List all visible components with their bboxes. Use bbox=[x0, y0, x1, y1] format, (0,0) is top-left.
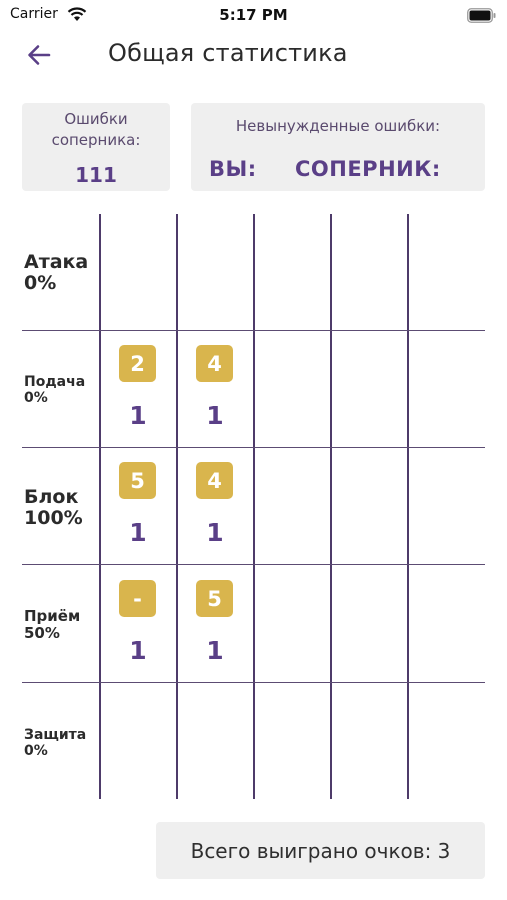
grid-column-divider bbox=[176, 214, 178, 799]
grid-column-divider bbox=[330, 214, 332, 799]
row-name: Подача bbox=[24, 374, 86, 390]
unforced-errors-opponent-label: СОПЕРНИК: bbox=[295, 157, 441, 181]
opponent-errors-value: 111 bbox=[75, 163, 117, 187]
score-badge[interactable]: - bbox=[119, 580, 156, 617]
row-percent: 0% bbox=[24, 272, 57, 294]
carrier-label: Carrier bbox=[10, 6, 58, 22]
row-name: Защита bbox=[24, 727, 87, 743]
unforced-errors-label: Невынужденные ошибки: bbox=[235, 117, 441, 135]
row-label-block: Блок 100% bbox=[24, 487, 83, 529]
page-title: Общая статистика bbox=[108, 39, 348, 67]
score-count: 1 bbox=[129, 401, 147, 430]
row-label-reception: Приём 50% bbox=[24, 608, 80, 642]
opponent-errors-label: Ошибки соперника: bbox=[51, 110, 141, 149]
score-badge[interactable]: 4 bbox=[196, 345, 233, 382]
status-bar: Carrier 5:17 PM bbox=[0, 0, 507, 30]
back-button[interactable] bbox=[22, 40, 56, 70]
row-percent: 0% bbox=[24, 390, 48, 406]
row-label-defense: Защита 0% bbox=[24, 727, 86, 759]
row-percent: 0% bbox=[24, 743, 48, 759]
score-badge[interactable]: 5 bbox=[196, 580, 233, 617]
grid-row-divider bbox=[22, 564, 485, 565]
clock-time: 5:17 PM bbox=[219, 6, 288, 24]
battery-icon bbox=[467, 8, 496, 23]
score-count: 1 bbox=[129, 518, 147, 547]
unforced-errors-you-label: ВЫ: bbox=[209, 157, 257, 181]
row-label-attack: Атака 0% bbox=[24, 252, 88, 294]
grid-column-divider bbox=[99, 214, 101, 799]
score-count: 1 bbox=[206, 518, 224, 547]
wifi-icon bbox=[67, 7, 87, 21]
unforced-errors-card: Невынужденные ошибки: ВЫ: СОПЕРНИК: bbox=[191, 103, 485, 191]
score-badge[interactable]: 2 bbox=[119, 345, 156, 382]
row-name: Приём bbox=[24, 607, 81, 625]
arrow-left-icon bbox=[28, 45, 51, 65]
score-count: 1 bbox=[129, 636, 147, 665]
row-name: Блок bbox=[24, 486, 79, 508]
score-badge[interactable]: 5 bbox=[119, 462, 156, 499]
row-name: Атака bbox=[24, 251, 89, 273]
score-count: 1 bbox=[206, 636, 224, 665]
row-percent: 100% bbox=[24, 507, 83, 529]
row-percent: 50% bbox=[24, 624, 60, 642]
grid-row-divider bbox=[22, 682, 485, 683]
score-count: 1 bbox=[206, 401, 224, 430]
opponent-errors-card: Ошибки соперника: 111 bbox=[22, 103, 170, 191]
grid-row-divider bbox=[22, 330, 485, 331]
grid-column-divider bbox=[253, 214, 255, 799]
row-label-serve: Подача 0% bbox=[24, 374, 85, 406]
total-points-box: Всего выиграно очков: 3 bbox=[156, 822, 485, 879]
score-badge[interactable]: 4 bbox=[196, 462, 233, 499]
grid-row-divider bbox=[22, 447, 485, 448]
grid-column-divider bbox=[407, 214, 409, 799]
